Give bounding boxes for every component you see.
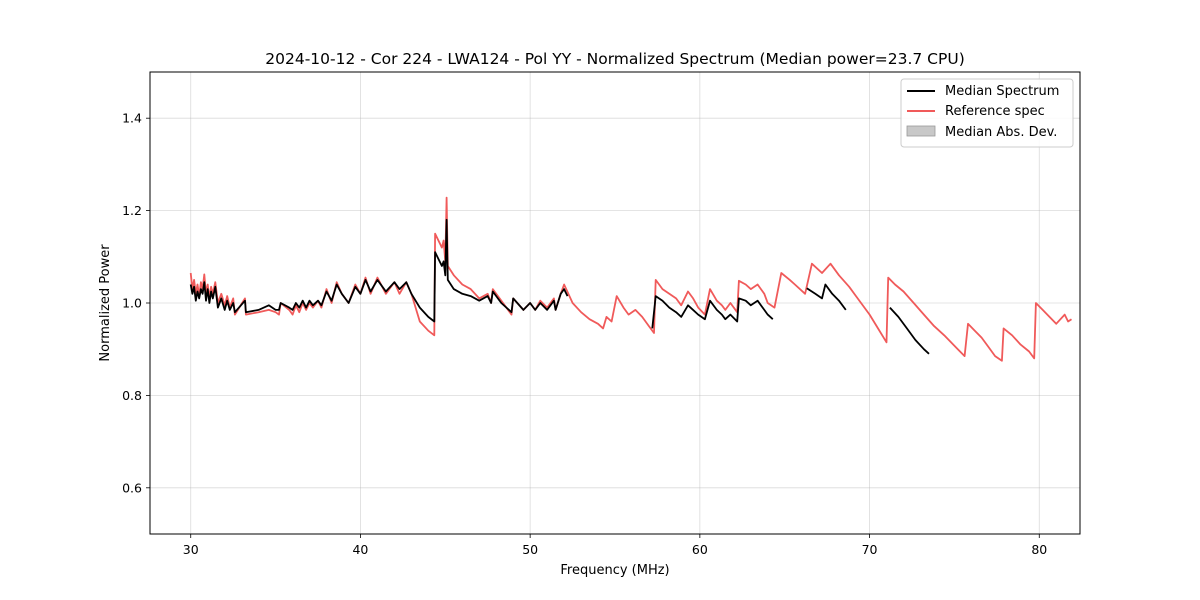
- series-line: [189, 218, 569, 323]
- y-axis-label: Normalized Power: [98, 244, 113, 362]
- y-tick-label: 1.2: [122, 203, 142, 218]
- series-line: [651, 295, 774, 329]
- series-line: [806, 283, 847, 311]
- series-layer: [189, 196, 1073, 362]
- y-axis: 0.6 0.8 1.0 1.2 1.4: [122, 111, 150, 495]
- y-tick-label: 1.0: [122, 296, 142, 311]
- x-tick-label: 50: [522, 542, 538, 557]
- series-reference-spec: [189, 196, 1073, 362]
- chart-title: 2024-10-12 - Cor 224 - LWA124 - Pol YY -…: [265, 50, 965, 68]
- y-tick-label: 0.8: [122, 388, 142, 403]
- legend-swatch-mad: [906, 125, 936, 137]
- legend: Median Spectrum Reference spec Median Ab…: [900, 78, 1074, 148]
- x-axis-label: Frequency (MHz): [560, 563, 669, 578]
- legend-label-mad: Median Abs. Dev.: [945, 125, 1057, 140]
- x-tick-label: 80: [1031, 542, 1047, 557]
- x-axis: 30 40 50 60 70 80: [183, 534, 1047, 557]
- series-line: [189, 196, 1073, 362]
- y-tick-label: 1.4: [122, 111, 142, 126]
- x-tick-label: 40: [352, 542, 368, 557]
- x-tick-label: 30: [183, 542, 199, 557]
- x-tick-label: 60: [692, 542, 708, 557]
- x-tick-label: 70: [862, 542, 878, 557]
- legend-label-reference: Reference spec: [945, 104, 1045, 119]
- legend-frame: [900, 78, 1074, 148]
- y-tick-label: 0.6: [122, 480, 142, 495]
- legend-label-median: Median Spectrum: [945, 84, 1059, 99]
- series-line: [889, 306, 930, 355]
- series-median-spectrum: [189, 218, 930, 355]
